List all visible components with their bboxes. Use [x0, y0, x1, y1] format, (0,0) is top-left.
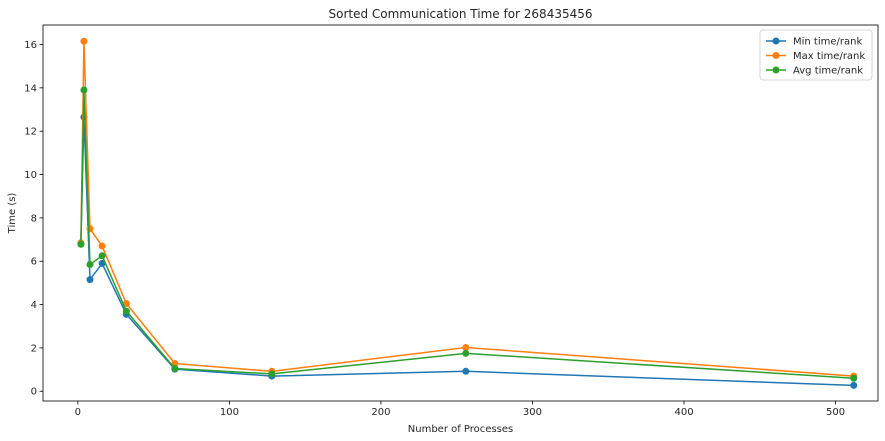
y-tick-label: 12: [24, 127, 37, 138]
x-tick-label: 0: [75, 407, 81, 418]
data-point: [122, 307, 130, 315]
x-axis: 0 100 200 300 400 500: [75, 401, 845, 418]
y-tick-label: 16: [24, 40, 37, 51]
data-point: [850, 374, 858, 382]
plot-frame: [42, 24, 879, 402]
series-line: [80, 41, 854, 377]
data-point: [98, 252, 106, 260]
chart-title: Sorted Communication Time for 268435456: [328, 7, 592, 21]
y-axis-label: Time (s): [7, 193, 18, 235]
x-tick-label: 100: [220, 407, 239, 418]
x-tick-label: 300: [523, 407, 542, 418]
legend-marker: [772, 52, 780, 59]
data-point: [462, 343, 470, 351]
y-tick-label: 2: [31, 343, 37, 354]
data-point: [98, 242, 106, 250]
legend-marker: [772, 37, 780, 45]
y-tick-label: 0: [31, 387, 37, 398]
data-point: [77, 240, 85, 248]
data-point: [171, 364, 179, 372]
legend-marker: [772, 66, 780, 74]
legend-label: Avg time/rank: [793, 66, 863, 77]
plot-area: 0 100 200 300 400 500 0 2 4 6 8 10 12 14 16: [24, 24, 879, 418]
series-line: [80, 89, 854, 379]
series-2: [77, 37, 858, 380]
x-axis-label: Number of Processes: [408, 424, 513, 435]
data-point: [850, 381, 858, 389]
legend: Min time/rank Max time/rank Avg time/rank: [759, 29, 873, 81]
data-point: [268, 370, 276, 378]
y-tick-label: 6: [31, 257, 37, 268]
data-point: [86, 260, 94, 268]
data-point: [86, 225, 94, 233]
x-tick-label: 200: [371, 407, 390, 418]
y-tick-label: 10: [24, 170, 37, 181]
x-tick-label: 500: [826, 407, 845, 418]
y-tick-label: 14: [24, 83, 37, 94]
y-tick-label: 4: [31, 300, 37, 311]
legend-label: Max time/rank: [793, 51, 865, 62]
y-axis: 0 2 4 6 8 10 12 14 16: [24, 40, 43, 398]
y-tick-label: 8: [31, 213, 37, 224]
legend-box: [759, 29, 873, 81]
data-point: [80, 86, 88, 94]
data-point: [86, 276, 94, 284]
x-tick-label: 400: [674, 407, 693, 418]
data-point: [80, 37, 88, 45]
series-3: [77, 86, 858, 382]
data-point: [462, 349, 470, 357]
data-point: [462, 367, 470, 375]
series-layer: [77, 37, 858, 389]
legend-label: Min time/rank: [793, 37, 862, 48]
